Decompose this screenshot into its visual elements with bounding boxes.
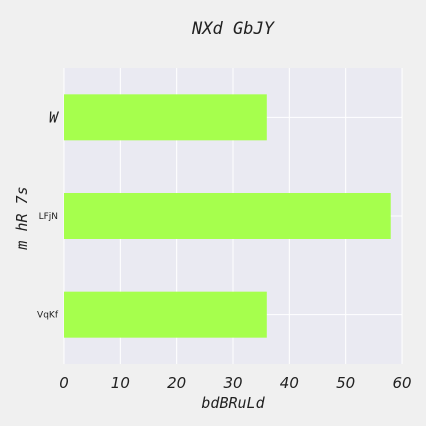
bar-lfjn: [64, 193, 391, 239]
x-axis-label: bdBRuLd: [201, 394, 265, 412]
bar-vqkf: [64, 291, 267, 338]
x-tick-label: 30: [223, 374, 242, 392]
y-tick-label: VqKf: [37, 311, 59, 321]
x-tick-label: 50: [336, 374, 355, 392]
x-tick-labels: 0 10 20 30 40 50 60: [59, 374, 411, 392]
y-axis-label: m hR 7s: [13, 186, 31, 250]
x-tick-label: 40: [280, 374, 299, 392]
bars: [64, 94, 391, 338]
y-tick-label: LFjN: [39, 212, 58, 222]
x-tick-label: 60: [392, 374, 411, 392]
y-tick-label: W: [49, 108, 60, 126]
x-tick-label: 0: [59, 374, 69, 392]
x-tick-label: 10: [111, 374, 130, 392]
y-tick-labels: W LFjN VqKf: [37, 108, 60, 320]
chart-title: NXd GbJY: [191, 19, 276, 39]
bar-w: [64, 94, 267, 141]
x-tick-label: 20: [167, 374, 186, 392]
